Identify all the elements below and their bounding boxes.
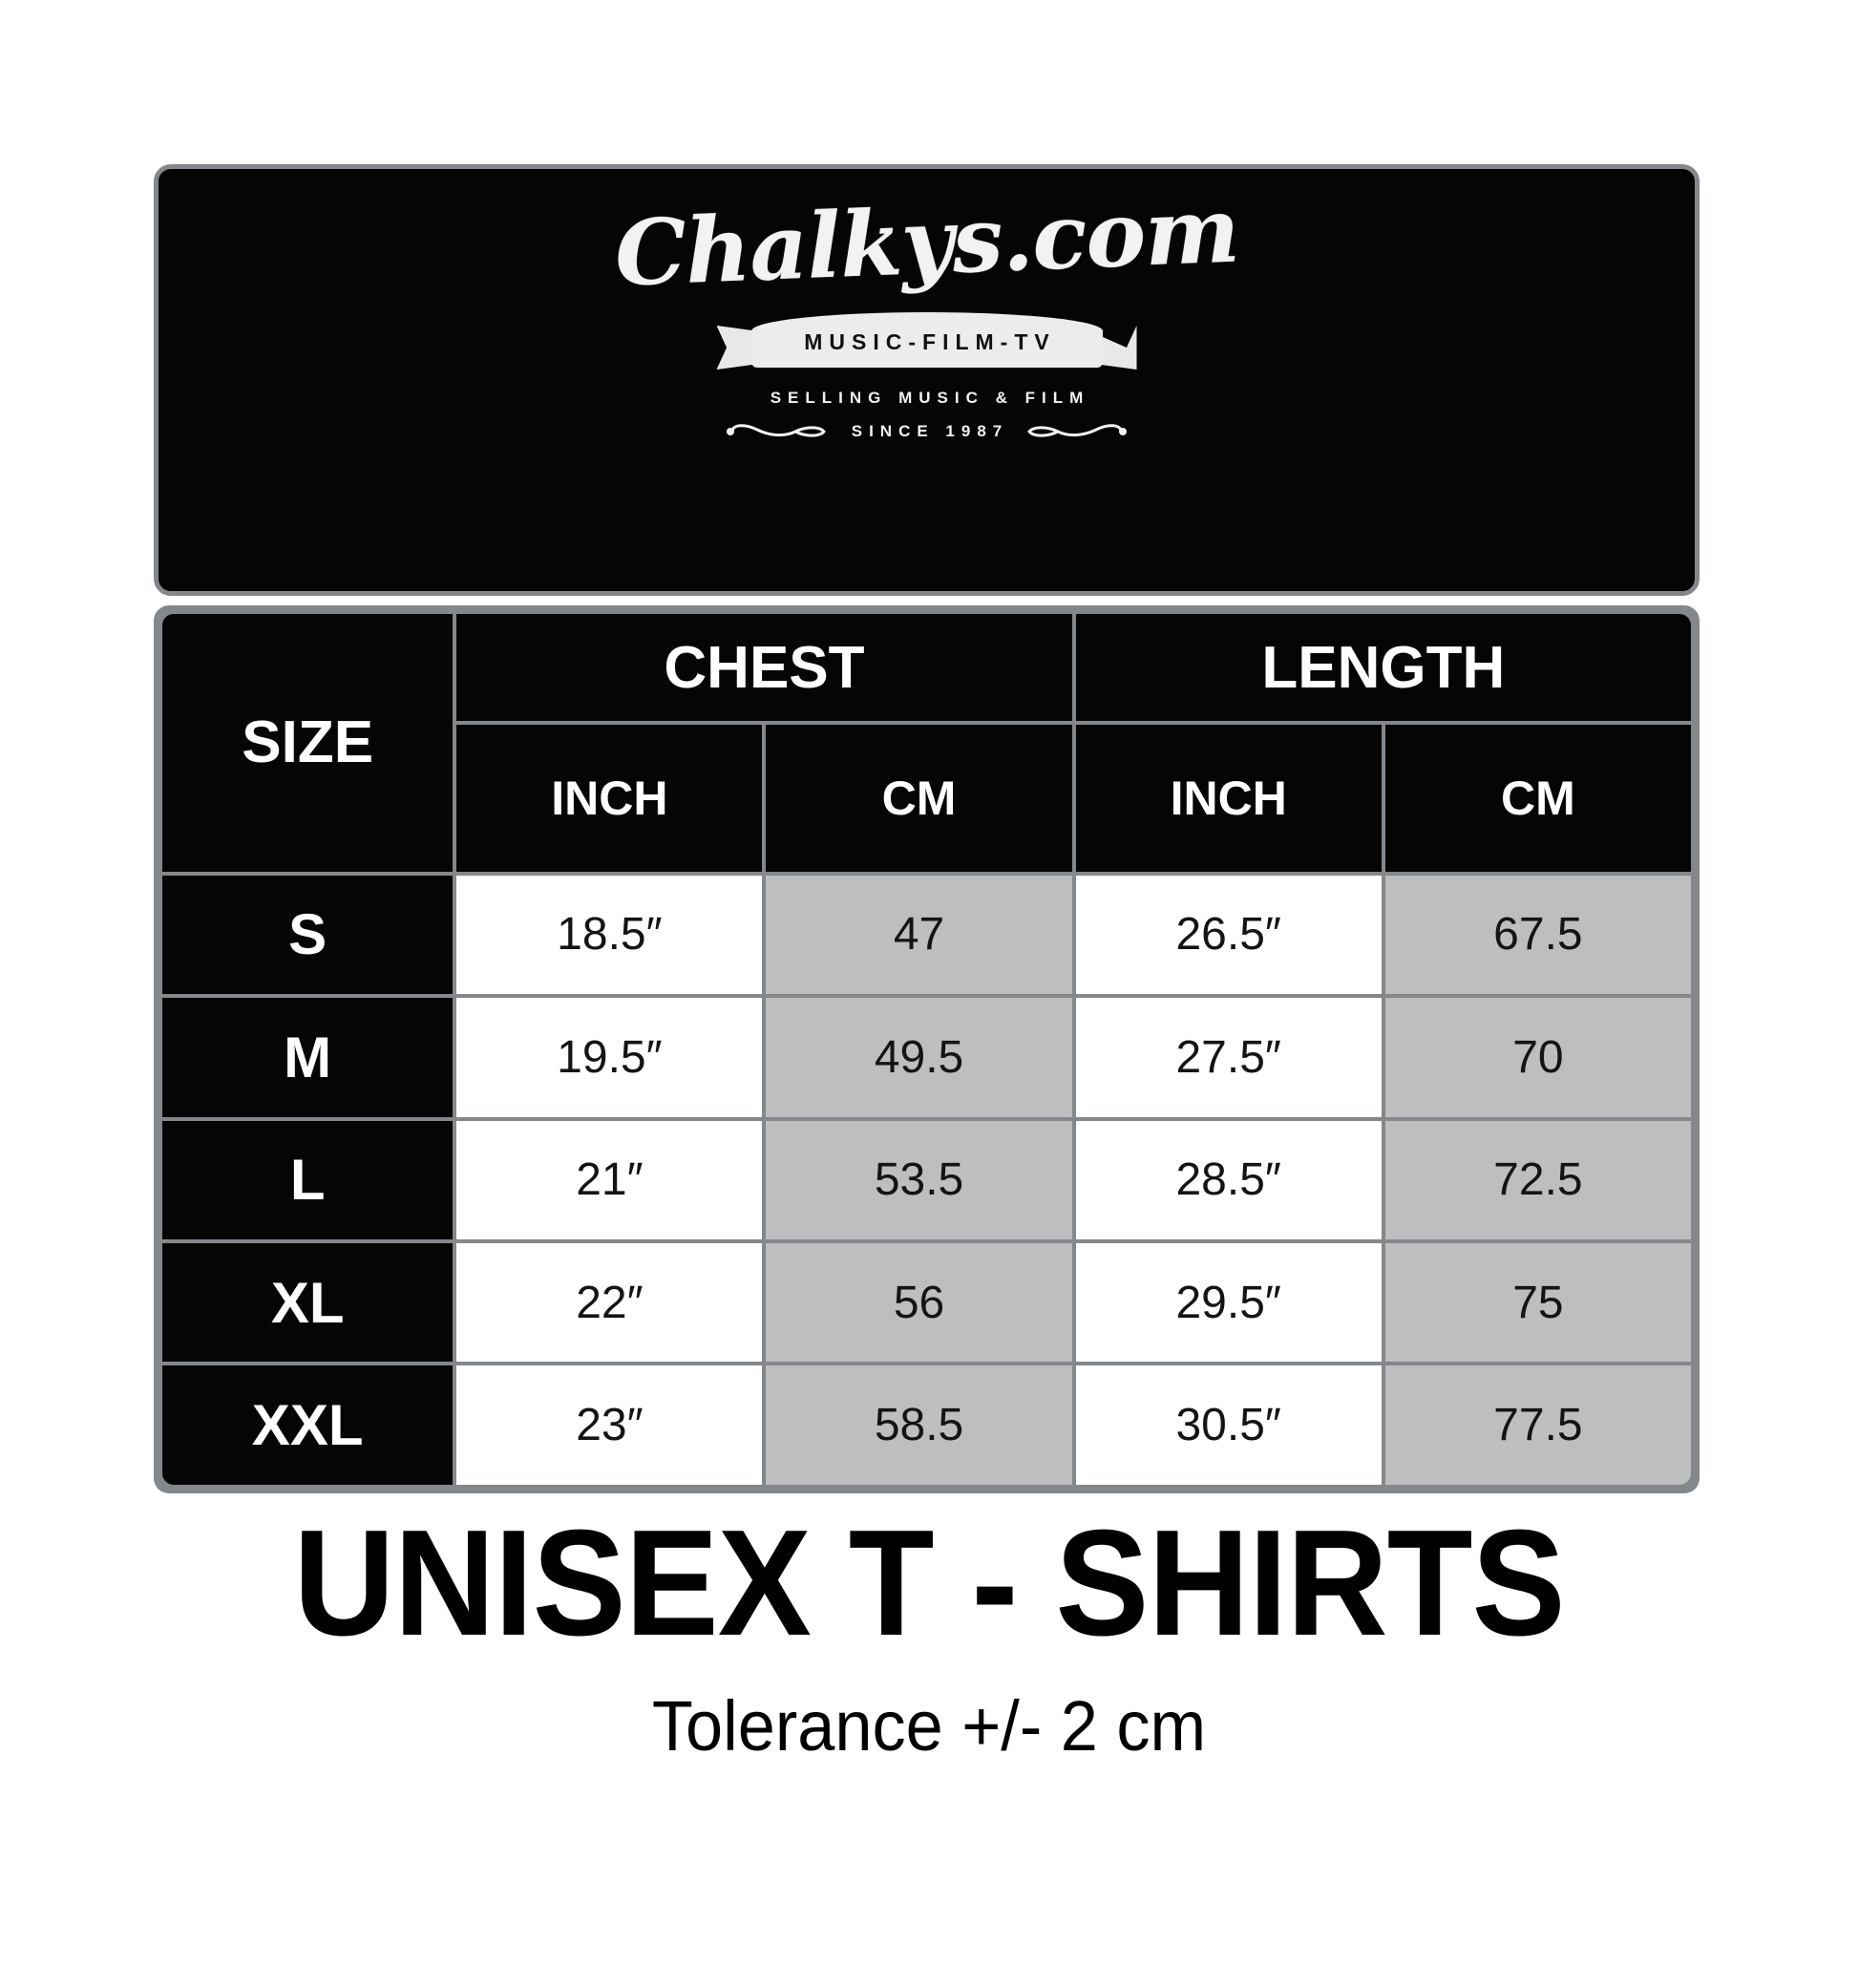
ribbon-label: MUSIC-FILM-TV xyxy=(804,328,1056,354)
header-chest-cm: CM xyxy=(766,725,1072,872)
table-header-row-units: INCH CM INCH CM xyxy=(162,725,1691,872)
row-chest-inch: 18.5″ xyxy=(456,875,763,995)
row-length-inch: 28.5″ xyxy=(1075,1120,1382,1240)
header-length-inch: INCH xyxy=(1075,725,1382,872)
brand-tagline: SELLING MUSIC & FILM xyxy=(770,389,1090,407)
footer-block: UNISEX T - SHIRTS Tolerance +/- 2 cm xyxy=(0,1499,1858,1766)
ribbon-body: MUSIC-FILM-TV xyxy=(750,312,1103,368)
size-table: SIZE CHEST LENGTH INCH CM INCH CM S 18.5… xyxy=(158,610,1695,1489)
table-header-row-groups: SIZE CHEST LENGTH xyxy=(162,614,1691,872)
row-length-inch: 30.5″ xyxy=(1075,1365,1382,1485)
row-length-cm: 77.5 xyxy=(1384,1365,1691,1485)
table-row: L 21″ 53.5 28.5″ 72.5 xyxy=(162,1120,1691,1240)
row-chest-cm: 47 xyxy=(766,875,1072,995)
header-length-cm: CM xyxy=(1384,725,1691,872)
row-length-cm: 70 xyxy=(1384,998,1691,1117)
row-length-inch: 26.5″ xyxy=(1075,875,1382,995)
row-chest-cm: 49.5 xyxy=(766,998,1072,1117)
header-size: SIZE xyxy=(162,614,454,872)
header-chest-inch: INCH xyxy=(456,725,763,872)
header-length: LENGTH xyxy=(1075,614,1691,722)
header-chest: CHEST xyxy=(456,614,1072,722)
row-chest-cm: 56 xyxy=(766,1243,1072,1363)
tolerance-note: Tolerance +/- 2 cm xyxy=(651,1686,1207,1766)
brand-wordmark: Chalkys.com xyxy=(612,178,1241,307)
row-chest-cm: 58.5 xyxy=(766,1365,1072,1485)
table-row: XL 22″ 56 29.5″ 75 xyxy=(162,1243,1691,1363)
table-row: S 18.5″ 47 26.5″ 67.5 xyxy=(162,875,1691,995)
row-size-label: M xyxy=(162,998,454,1117)
row-size-label: XL xyxy=(162,1243,454,1363)
row-chest-inch: 23″ xyxy=(456,1365,763,1485)
brand-logo-stack: Chalkys.com MUSIC-FILM-TV SELLING MUSIC … xyxy=(158,178,1695,444)
row-chest-inch: 22″ xyxy=(456,1243,763,1363)
row-size-label: S xyxy=(162,875,454,995)
brand-ribbon-banner: MUSIC-FILM-TV xyxy=(716,312,1137,373)
flourish-ornament-left-icon xyxy=(726,424,826,437)
row-length-cm: 75 xyxy=(1384,1243,1691,1363)
brand-since-row: SINCE 1987 xyxy=(725,419,1130,444)
row-length-cm: 67.5 xyxy=(1384,875,1691,995)
brand-since-label: SINCE 1987 xyxy=(851,422,1009,440)
table-row: M 19.5″ 49.5 27.5″ 70 xyxy=(162,998,1691,1117)
product-title: UNISEX T - SHIRTS xyxy=(293,1499,1565,1667)
row-length-inch: 27.5″ xyxy=(1075,998,1382,1117)
table-row: XXL 23″ 58.5 30.5″ 77.5 xyxy=(162,1365,1691,1485)
row-chest-inch: 19.5″ xyxy=(456,998,763,1117)
row-size-label: XXL xyxy=(162,1365,454,1485)
row-chest-cm: 53.5 xyxy=(766,1120,1072,1240)
row-size-label: L xyxy=(162,1120,454,1240)
row-length-cm: 72.5 xyxy=(1384,1120,1691,1240)
row-length-inch: 29.5″ xyxy=(1075,1243,1382,1363)
brand-logo-panel: Chalkys.com MUSIC-FILM-TV SELLING MUSIC … xyxy=(154,164,1700,596)
size-table-container: SIZE CHEST LENGTH INCH CM INCH CM S 18.5… xyxy=(154,605,1700,1493)
row-chest-inch: 21″ xyxy=(456,1120,763,1240)
flourish-ornament-right-icon xyxy=(1027,424,1128,437)
